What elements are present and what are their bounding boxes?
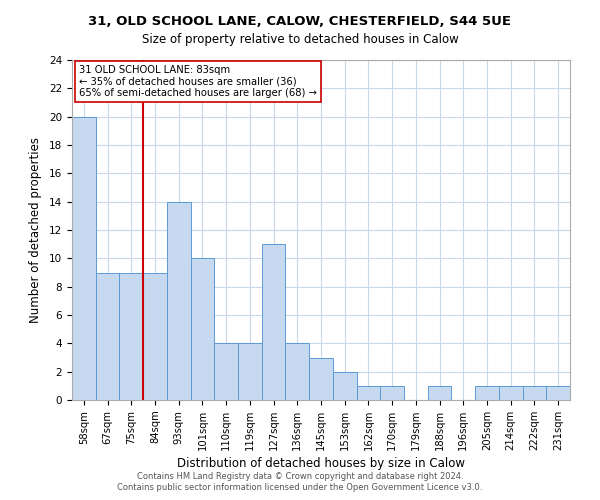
Bar (72, 116, 96, 400)
Bar (167, 202, 191, 400)
Bar (143, 272, 167, 400)
Bar (238, 344, 262, 400)
Bar (286, 344, 309, 400)
Bar (380, 386, 404, 400)
Bar (428, 386, 451, 400)
Bar (262, 244, 286, 400)
Text: 31 OLD SCHOOL LANE: 83sqm
← 35% of detached houses are smaller (36)
65% of semi-: 31 OLD SCHOOL LANE: 83sqm ← 35% of detac… (79, 65, 317, 98)
Bar (309, 358, 333, 400)
Bar (333, 372, 356, 400)
Bar (356, 386, 380, 400)
Bar (96, 272, 119, 400)
Bar (523, 386, 546, 400)
Bar (499, 386, 523, 400)
Bar (475, 386, 499, 400)
Text: Contains public sector information licensed under the Open Government Licence v3: Contains public sector information licen… (118, 484, 482, 492)
Text: Size of property relative to detached houses in Calow: Size of property relative to detached ho… (142, 32, 458, 46)
X-axis label: Distribution of detached houses by size in Calow: Distribution of detached houses by size … (177, 457, 465, 470)
Bar (214, 344, 238, 400)
Bar (119, 272, 143, 400)
Y-axis label: Number of detached properties: Number of detached properties (29, 137, 42, 323)
Bar (191, 258, 214, 400)
Text: Contains HM Land Registry data © Crown copyright and database right 2024.: Contains HM Land Registry data © Crown c… (137, 472, 463, 481)
Text: 31, OLD SCHOOL LANE, CALOW, CHESTERFIELD, S44 5UE: 31, OLD SCHOOL LANE, CALOW, CHESTERFIELD… (89, 15, 511, 28)
Bar (546, 386, 570, 400)
